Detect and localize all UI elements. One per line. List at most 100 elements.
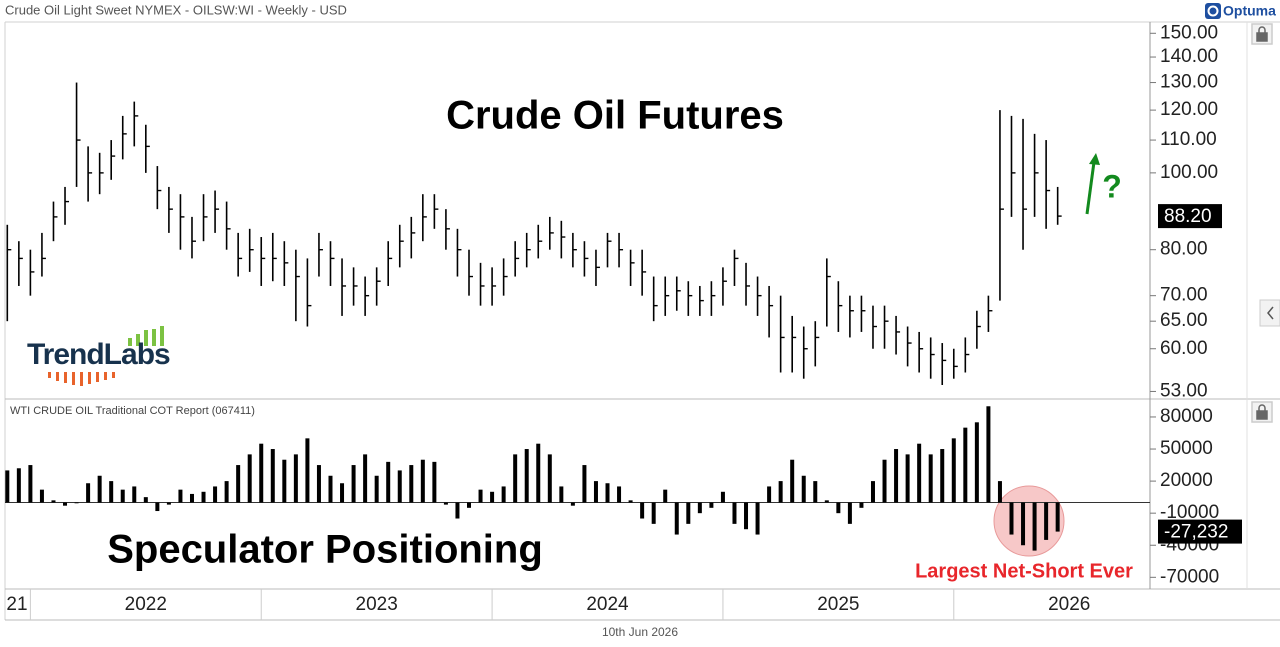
- cot-bar: [536, 443, 541, 503]
- x-tick-label: 2023: [356, 594, 398, 615]
- annotation: ?: [1102, 168, 1122, 204]
- cot-bar: [709, 502, 714, 508]
- cot-bar: [467, 502, 472, 508]
- cot-bar: [628, 500, 633, 503]
- cot-bar: [859, 502, 864, 508]
- cot-bar: [293, 454, 298, 503]
- y-tick-label: -10000: [1160, 502, 1219, 523]
- cot-bar: [178, 489, 183, 503]
- y-tick-label: 150.00: [1160, 22, 1218, 43]
- cot-bar: [963, 427, 968, 503]
- cot-bar: [697, 502, 702, 514]
- cot-bar: [905, 454, 910, 503]
- cot-bar: [51, 500, 56, 503]
- cot-bar: [974, 422, 979, 503]
- cot-bar: [420, 459, 425, 503]
- cot-bar: [39, 489, 44, 503]
- cot-bar: [132, 486, 137, 503]
- y-tick-label: 130.00: [1160, 72, 1218, 93]
- cot-bar: [917, 443, 922, 503]
- cot-bar: [316, 465, 321, 503]
- cot-bar: [720, 491, 725, 503]
- cot-bar: [270, 449, 275, 503]
- y-tick-label: 110.00: [1160, 129, 1217, 150]
- y-tick-label: 80.00: [1160, 239, 1208, 260]
- cot-bar: [282, 459, 287, 503]
- cot-bar: [166, 502, 171, 505]
- cot-bar: [513, 454, 518, 503]
- y-tick-label: 70.00: [1160, 285, 1208, 306]
- cot-bar: [1032, 502, 1037, 551]
- cot-bar: [259, 443, 264, 503]
- cot-bar: [28, 465, 33, 503]
- cot-bar: [524, 449, 529, 503]
- cot-bar: [870, 481, 875, 503]
- last-value-box: [1158, 204, 1222, 229]
- cot-bar: [374, 475, 379, 503]
- cot-bar: [120, 489, 125, 503]
- cot-bar: [363, 454, 368, 503]
- cot-bar: [74, 502, 79, 504]
- brand-logo: Optuma: [1205, 3, 1276, 19]
- cot-bar: [651, 502, 656, 524]
- cot-bar: [97, 475, 102, 503]
- cot-bar: [940, 449, 945, 503]
- cot-bar: [455, 502, 460, 519]
- cot-bar: [247, 454, 252, 503]
- cot-bar: [340, 483, 345, 503]
- cot-bar: [143, 497, 148, 503]
- cot-bar: [63, 502, 68, 506]
- annotation: Speculator Positioning: [107, 528, 543, 572]
- cot-bar: [767, 486, 772, 503]
- chart-header: Crude Oil Light Sweet NYMEX - OILSW:WI -…: [5, 2, 347, 17]
- cot-bar: [847, 502, 852, 524]
- last-value-box: [1158, 519, 1242, 544]
- x-tick-label: 2026: [1048, 594, 1090, 615]
- y-tick-label: 60.00: [1160, 338, 1208, 359]
- annotation: Crude Oil Futures: [446, 94, 784, 138]
- x-tick-label: 2024: [586, 594, 629, 615]
- cot-bar: [997, 481, 1002, 503]
- cot-bar: [386, 461, 391, 503]
- collapse-button[interactable]: [1259, 299, 1280, 327]
- cot-bar: [201, 491, 206, 503]
- brand-name: Optuma: [1223, 3, 1276, 19]
- y-tick-label: 100.00: [1160, 162, 1218, 183]
- y-tick-label: 140.00: [1160, 46, 1218, 67]
- cot-bar: [674, 502, 679, 535]
- cot-bar: [432, 461, 437, 503]
- cot-bar: [443, 502, 448, 505]
- lock-icon[interactable]: [1251, 23, 1273, 45]
- trendlabs-logo: TrendLabs: [27, 326, 171, 386]
- chart-date: 10th Jun 2026: [602, 625, 678, 639]
- cot-bar: [801, 475, 806, 503]
- cot-bar: [109, 481, 114, 503]
- cot-bar: [640, 502, 645, 519]
- cot-bar: [836, 502, 841, 514]
- y-tick-label: 120.00: [1160, 99, 1218, 120]
- panel-title: WTI CRUDE OIL Traditional COT Report (06…: [10, 405, 255, 417]
- cot-bar: [559, 486, 564, 503]
- up-arrow: [1085, 153, 1100, 215]
- cot-bar: [928, 454, 933, 503]
- last-value-label: -27,232: [1164, 522, 1228, 543]
- cot-bar: [1009, 502, 1014, 535]
- x-tick-label: 21: [6, 594, 27, 615]
- cot-bar: [882, 459, 887, 503]
- cot-bar: [478, 489, 483, 503]
- cot-bar: [409, 465, 414, 503]
- cot-bar: [894, 449, 899, 503]
- cot-bar: [1021, 502, 1026, 546]
- lock-icon[interactable]: [1251, 401, 1273, 423]
- cot-bar: [744, 502, 749, 530]
- cot-bar: [224, 481, 229, 503]
- cot-bar: [593, 481, 598, 503]
- cot-bar: [813, 481, 818, 503]
- cot-bar: [605, 483, 610, 503]
- cot-bar: [986, 406, 991, 503]
- cot-bar: [213, 486, 218, 503]
- cot-bar: [951, 438, 956, 503]
- cot-bar: [617, 486, 622, 503]
